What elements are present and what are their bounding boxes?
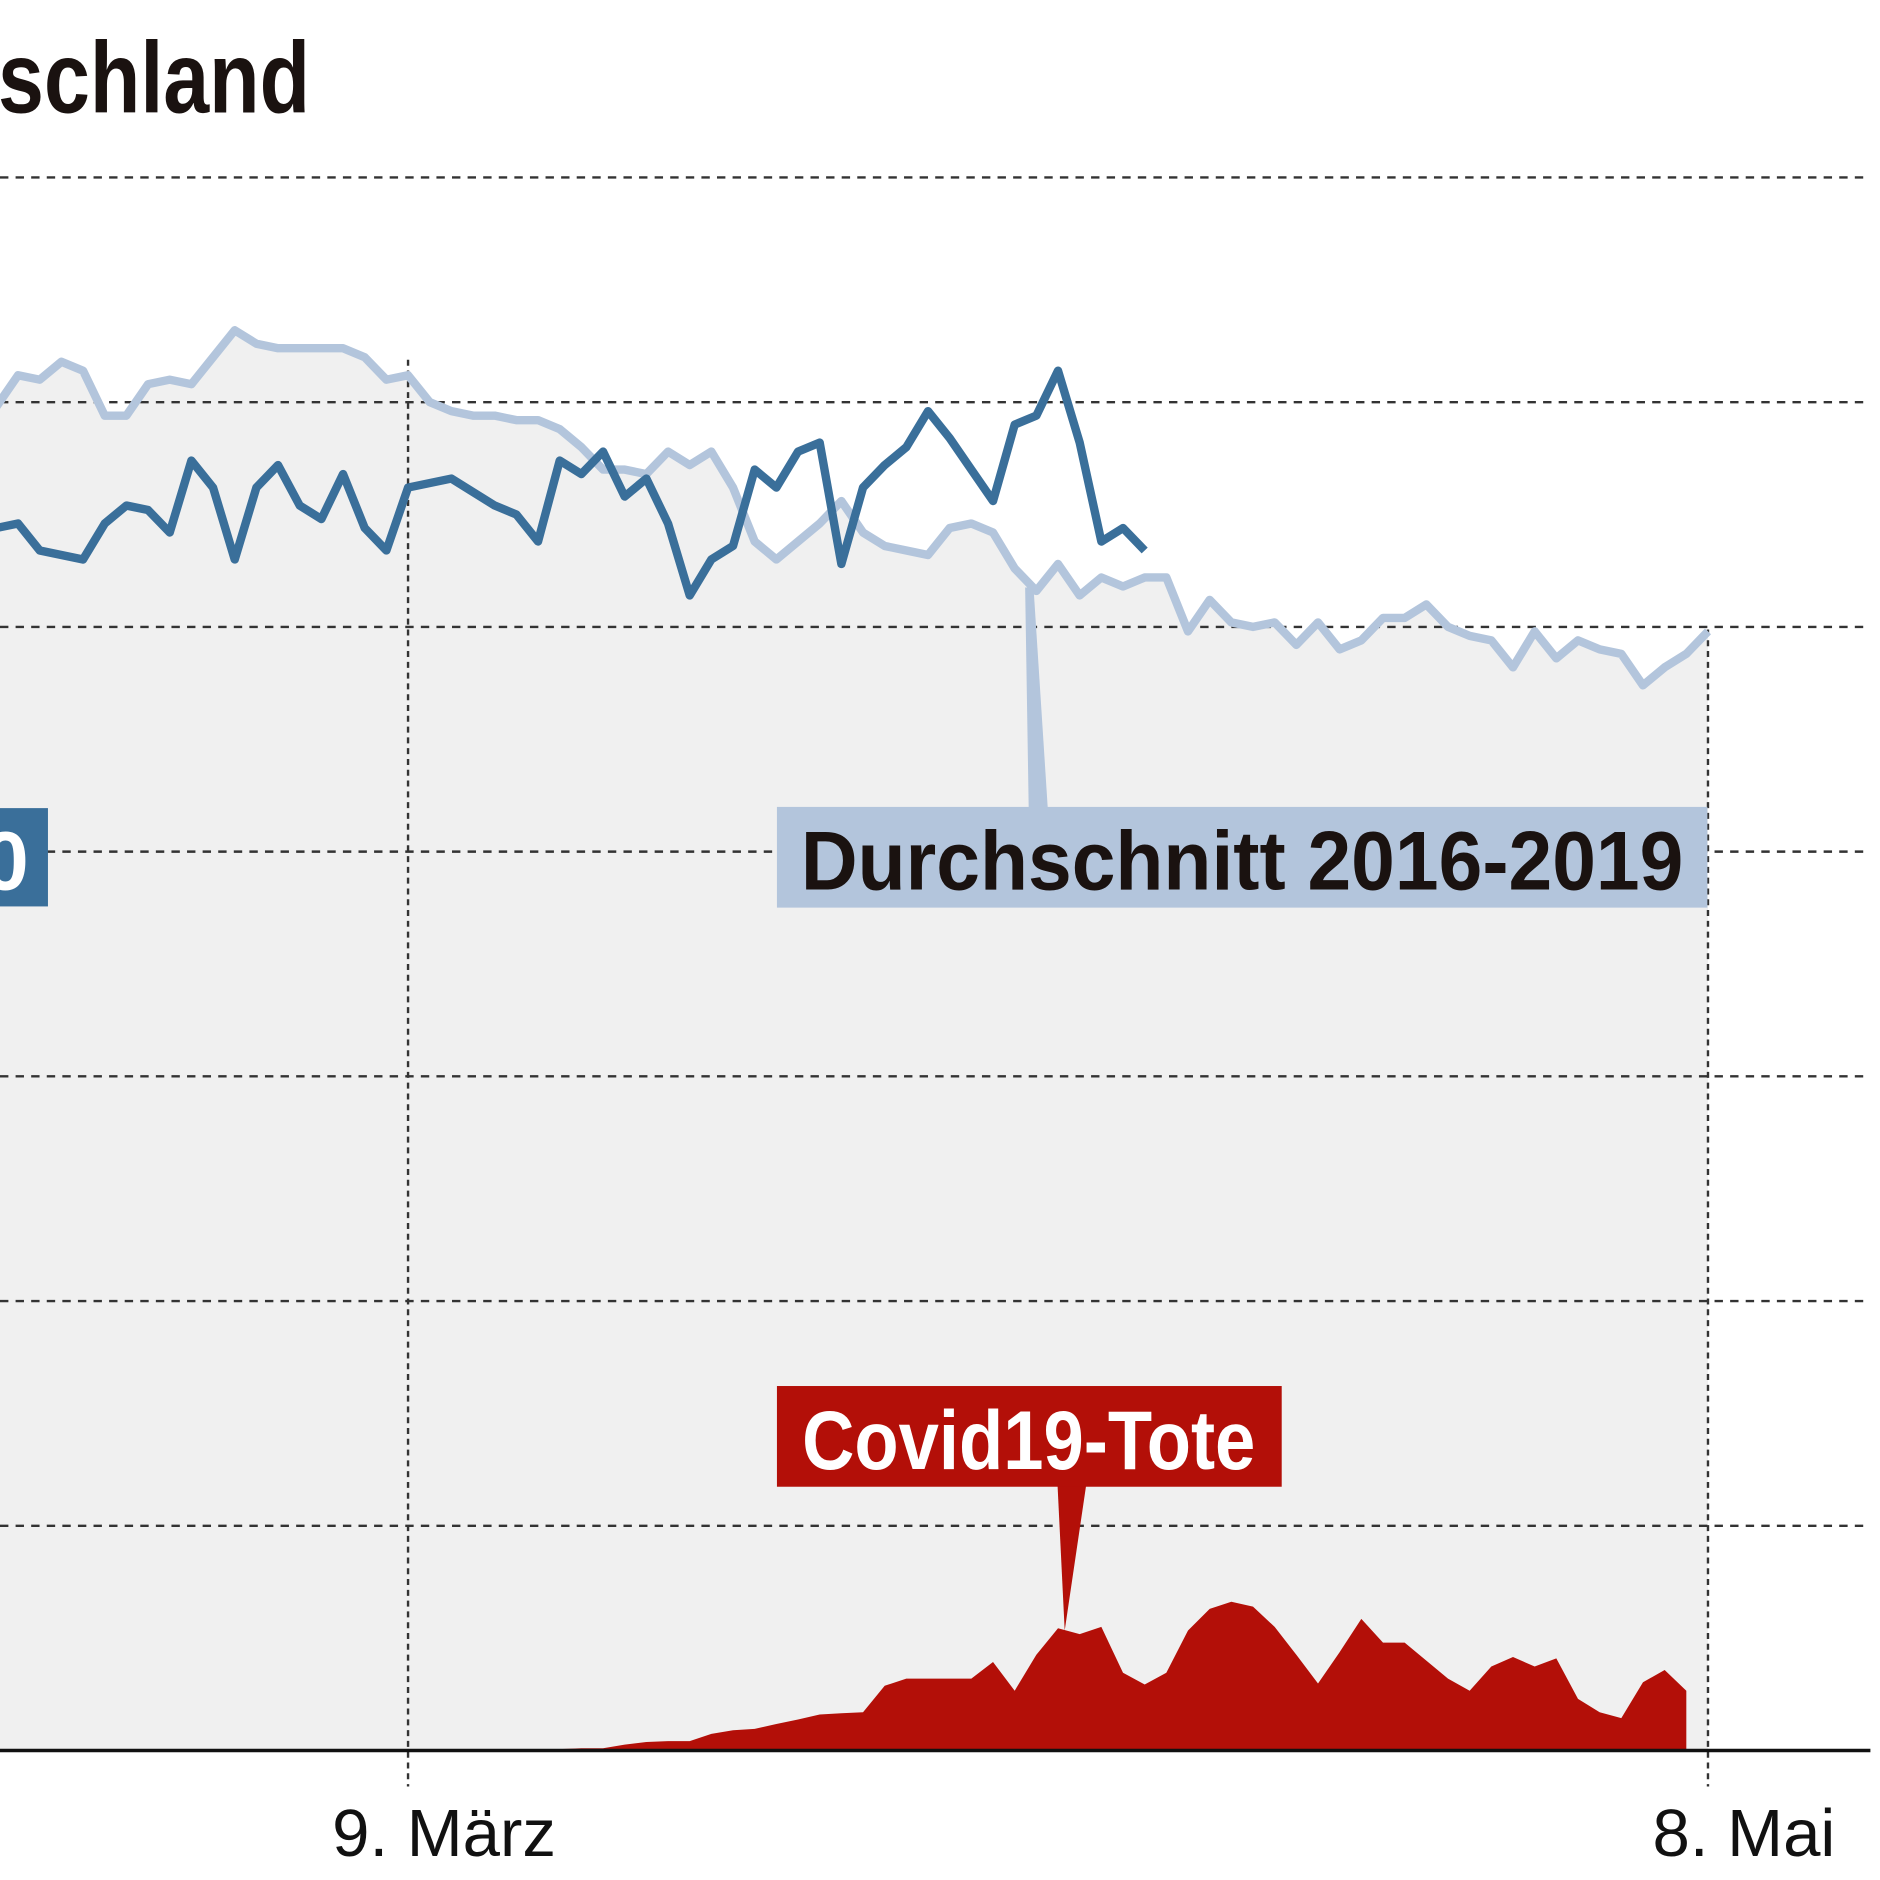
label-2020-text: 2020 (0, 814, 29, 908)
x-tick-label: 9. März (332, 1796, 556, 1871)
date-guides (406, 359, 1710, 1787)
label-covid-text: Covid19-Tote (802, 1393, 1255, 1487)
gridlines (0, 176, 1871, 1527)
label-2020: 2020 (0, 808, 48, 908)
label-average: Durchschnitt 2016-2019 (776, 587, 1708, 908)
label-average-text: Durchschnitt 2016-2019 (801, 814, 1683, 908)
x-tick-label: 8. Mai (1653, 1796, 1836, 1871)
average-area (0, 330, 1708, 1751)
label-covid: Covid19-Tote (776, 1386, 1282, 1631)
line-2020 (0, 366, 1148, 600)
chart-title: schland (0, 22, 310, 135)
covid-deaths-area (408, 1601, 1687, 1751)
